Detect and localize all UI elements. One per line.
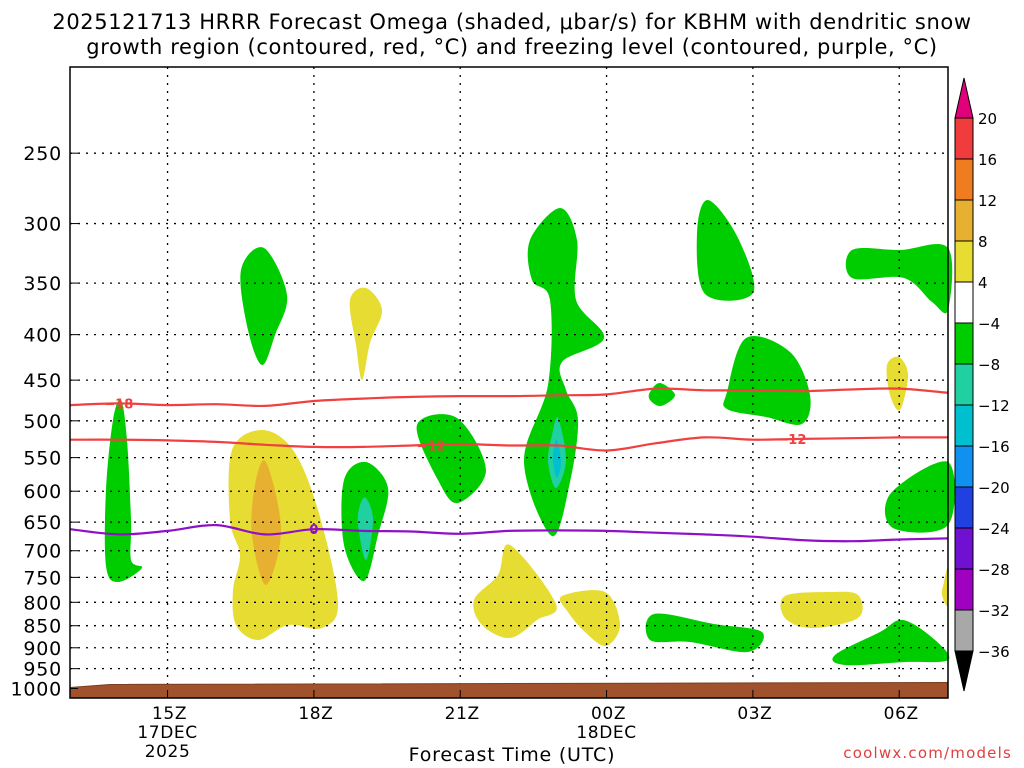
ytick-label-950: 950 [23,659,62,681]
ytick-label-400: 400 [23,325,62,347]
colorbar-swatch--16 [954,404,974,447]
watermark: coolwx.com/models [843,744,1012,762]
contour-label--12-0: −12 [416,439,445,454]
colorbar-label--12: −12 [978,397,1010,415]
pressure-gridlines [70,67,948,698]
ytick-label-450: 450 [23,370,62,392]
contour--12 [69,436,949,452]
omega-core-ascent-23z-strong [552,439,561,478]
ytick-label-300: 300 [23,214,62,236]
xtick-label-00Z-sub1: 18DEC [576,723,636,743]
colorbar-label-12: 12 [978,192,997,210]
omega-region-sinking-6 [473,544,557,639]
contour--18 [69,387,949,408]
colorbar-swatch--36 [954,609,974,652]
chart-title-line-2: growth region (contoured, red, °C) and f… [86,35,938,59]
ytick-label-350: 350 [23,273,62,295]
omega-region-ascent-13 [780,591,863,628]
xtick-label-21Z: 21Z [445,704,480,724]
ytick-label-250: 250 [23,143,62,165]
omega-region-sinking-8 [559,590,621,647]
x-axis-label: Forecast Time (UTC) [408,744,616,766]
colorbar-swatch--12 [954,363,974,406]
xtick-label-06Z: 06Z [884,704,919,724]
ytick-label-650: 650 [23,512,62,534]
colorbar-swatch--28 [954,527,974,570]
ground-layer [69,681,949,699]
colorbar-label--20: −20 [978,479,1010,497]
axes: 2503003504004505005506006507007508008509… [10,66,949,762]
contour-label--12-1: −12 [777,433,806,448]
ytick-label-700: 700 [23,541,62,563]
xtick-label-15Z-sub1: 17DEC [137,723,197,743]
contour-label--18-0: −18 [104,397,133,412]
omega-region-ascent-16 [884,461,956,533]
colorbar-label--28: −28 [978,561,1010,579]
ytick-label-600: 600 [23,481,62,503]
omega-region-ascent-17 [832,619,950,666]
xtick-label-03Z: 03Z [737,704,772,724]
omega-region-ascent-5 [416,414,487,504]
colorbar-label--8: −8 [978,356,1000,374]
colorbar-label--32: −32 [978,602,1010,620]
ytick-label-550: 550 [23,448,62,470]
omega-region-ascent-1 [240,247,288,366]
xtick-label-00Z: 00Z [591,704,626,724]
colorbar-swatch-12 [954,158,974,201]
ytick-label-750: 750 [23,567,62,589]
colorbar-label--16: −16 [978,438,1010,456]
omega-region-ascent-0 [104,399,143,583]
omega-core-ascent-19z [357,497,373,561]
xtick-label-18Z: 18Z [298,704,333,724]
colorbar-label--24: −24 [978,520,1010,538]
ground-fill [69,681,949,699]
colorbar-swatch--24 [954,486,974,529]
colorbar-bottom-arrow [954,650,974,692]
temperature-contours: −18 −12 −12 0 [69,387,949,543]
colorbar-label-4: 4 [978,274,988,292]
omega-region-ascent-11 [648,382,676,407]
omega-region-ascent-15 [886,356,909,411]
chart-title-line-1: 2025121713 HRRR Forecast Omega (shaded, … [52,10,972,34]
omega-region-ascent-7 [523,208,605,537]
omega-region-sinking-14 [845,243,953,314]
omega-shading [104,199,956,666]
xtick-label-15Z-sub2: 2025 [145,742,191,762]
omega-region-sinking-3 [349,287,383,381]
contour-0 [69,523,949,543]
ytick-label-800: 800 [23,592,62,614]
colorbar-top-arrow [954,77,974,119]
ytick-label-500: 500 [23,411,62,433]
omega-region-ascent-9 [645,613,764,653]
contour-label-0-0: 0 [309,523,318,538]
colorbar-label-16: 16 [978,151,997,169]
colorbar-swatch-16 [954,117,974,160]
colorbar-swatch--4 [954,281,974,324]
ytick-label-1000: 1000 [10,678,62,700]
colorbar-label--36: −36 [978,643,1010,661]
colorbar-swatch-4 [954,240,974,283]
colorbar-swatch--32 [954,568,974,611]
colorbar-swatch--8 [954,322,974,365]
colorbar-label--4: −4 [978,315,1000,333]
colorbar-swatch--20 [954,445,974,488]
plot-frame [69,66,949,699]
colorbar-swatch-8 [954,199,974,242]
omega-core-sinking-17z [251,460,281,586]
xtick-label-15Z: 15Z [152,704,187,724]
ytick-label-900: 900 [23,638,62,660]
omega-region-ascent-18 [941,567,949,607]
ytick-label-850: 850 [23,616,62,638]
colorbar-label-20: 20 [978,110,997,128]
omega-region-ascent-10 [696,199,755,301]
omega-colorbar: 20 16 12 8 4 −4 −8 −12 −16 −20 −24 −28 −32 −36 [954,77,1010,692]
colorbar-label-8: 8 [978,233,988,251]
